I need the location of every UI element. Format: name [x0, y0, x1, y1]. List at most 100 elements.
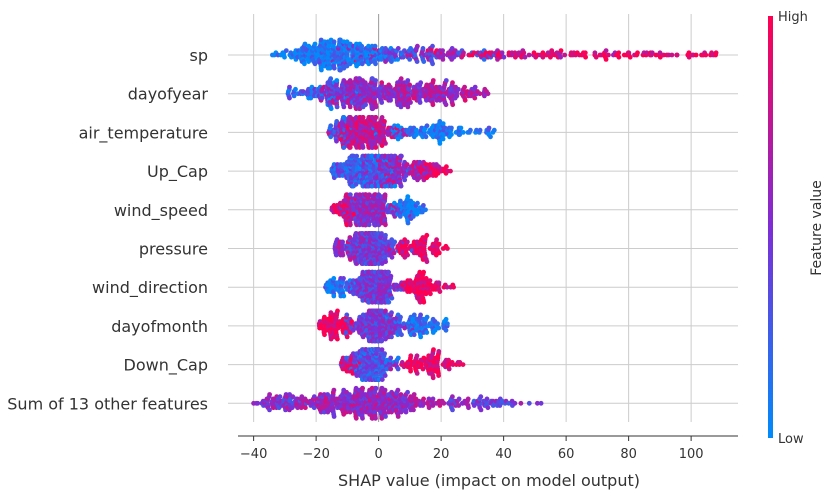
shap-point — [450, 80, 455, 86]
shap-point — [328, 76, 334, 82]
shap-point — [693, 52, 699, 58]
shap-point — [430, 403, 436, 408]
feature-label: wind_speed — [114, 201, 208, 221]
x-tick-label: 100 — [679, 447, 704, 462]
shap-point — [397, 214, 403, 219]
shap-point — [488, 134, 493, 140]
feature-label: Up_Cap — [147, 162, 208, 182]
shap-point — [432, 327, 438, 333]
shap-point — [387, 84, 393, 90]
shap-point — [359, 61, 365, 67]
shap-point — [430, 375, 436, 381]
shap-point — [562, 52, 568, 58]
shap-point — [414, 127, 419, 133]
shap-point — [423, 276, 429, 281]
shap-point — [341, 276, 346, 281]
shap-point — [331, 293, 337, 299]
shap-point — [592, 50, 598, 56]
shap-point — [255, 400, 261, 406]
shap-point — [538, 400, 544, 406]
shap-point — [282, 54, 287, 60]
shap-point — [391, 250, 397, 256]
shap-point — [435, 321, 440, 327]
x-axis-title: SHAP value (impact on model output) — [338, 471, 640, 490]
shap-point — [372, 43, 378, 49]
shap-point — [616, 50, 622, 56]
shap-point — [424, 330, 430, 335]
shap-point — [686, 50, 692, 56]
shap-point — [431, 347, 436, 352]
shap-point — [421, 269, 426, 275]
shap-point — [460, 130, 466, 135]
shap-point — [472, 84, 478, 90]
shap-point — [424, 314, 430, 320]
shap-point — [436, 280, 442, 286]
shap-point — [398, 183, 404, 189]
shap-point — [443, 327, 449, 333]
shap-point — [454, 93, 460, 99]
shap-point — [443, 78, 449, 83]
shap-point — [399, 332, 404, 338]
shap-point — [405, 194, 411, 200]
shap-point — [360, 145, 366, 150]
points — [251, 37, 719, 421]
shap-point — [437, 289, 443, 294]
shap-point — [386, 299, 392, 305]
shap-point — [347, 409, 353, 415]
shap-point — [347, 104, 353, 110]
shap-point — [373, 61, 378, 67]
shap-point — [405, 220, 411, 226]
shap-point — [287, 84, 292, 90]
shap-point — [379, 231, 384, 236]
shap-point — [353, 415, 359, 421]
shap-point — [421, 400, 427, 406]
shap-point — [404, 162, 410, 167]
shap-point — [501, 54, 507, 60]
shap-point — [350, 371, 356, 376]
shap-point — [359, 43, 365, 49]
shap-point — [383, 141, 388, 146]
shap-point — [411, 407, 416, 413]
shap-point — [448, 168, 453, 174]
shap-point — [347, 192, 353, 198]
shap-point — [472, 95, 478, 101]
shap-point — [388, 355, 394, 361]
shap-point — [450, 394, 455, 400]
shap-point — [334, 104, 340, 110]
colorbar-title: Feature value — [809, 180, 825, 276]
shap-point — [382, 119, 387, 124]
shap-point — [478, 407, 484, 413]
shap-point — [349, 319, 354, 324]
shap-point — [443, 102, 449, 108]
shap-point — [389, 254, 395, 260]
shap-point — [415, 43, 420, 49]
shap-point — [388, 273, 394, 279]
shap-point — [325, 392, 330, 397]
shap-point — [379, 143, 385, 149]
shap-point — [277, 394, 283, 400]
shap-point — [417, 100, 423, 105]
shap-point — [441, 400, 447, 406]
shap-point — [444, 164, 449, 170]
shap-point — [408, 100, 413, 105]
shap-point — [331, 39, 337, 45]
shap-point — [462, 84, 467, 90]
shap-point — [518, 400, 524, 406]
colorbar: High Low Feature value — [768, 10, 825, 447]
shap-point — [512, 400, 518, 406]
shap-point — [340, 252, 346, 258]
shap-point — [267, 407, 272, 413]
shap-point — [484, 396, 490, 402]
shap-point — [398, 76, 404, 82]
shap-point — [430, 102, 436, 108]
x-tick-label: 0 — [374, 447, 382, 462]
shap-point — [360, 115, 366, 120]
shap-point — [440, 121, 446, 126]
shap-point — [420, 366, 426, 372]
shap-point — [341, 104, 347, 110]
shap-point — [437, 119, 443, 124]
shap-point — [456, 86, 461, 92]
shap-point — [522, 54, 528, 60]
shap-point — [379, 100, 385, 105]
feature-label: pressure — [139, 240, 208, 259]
